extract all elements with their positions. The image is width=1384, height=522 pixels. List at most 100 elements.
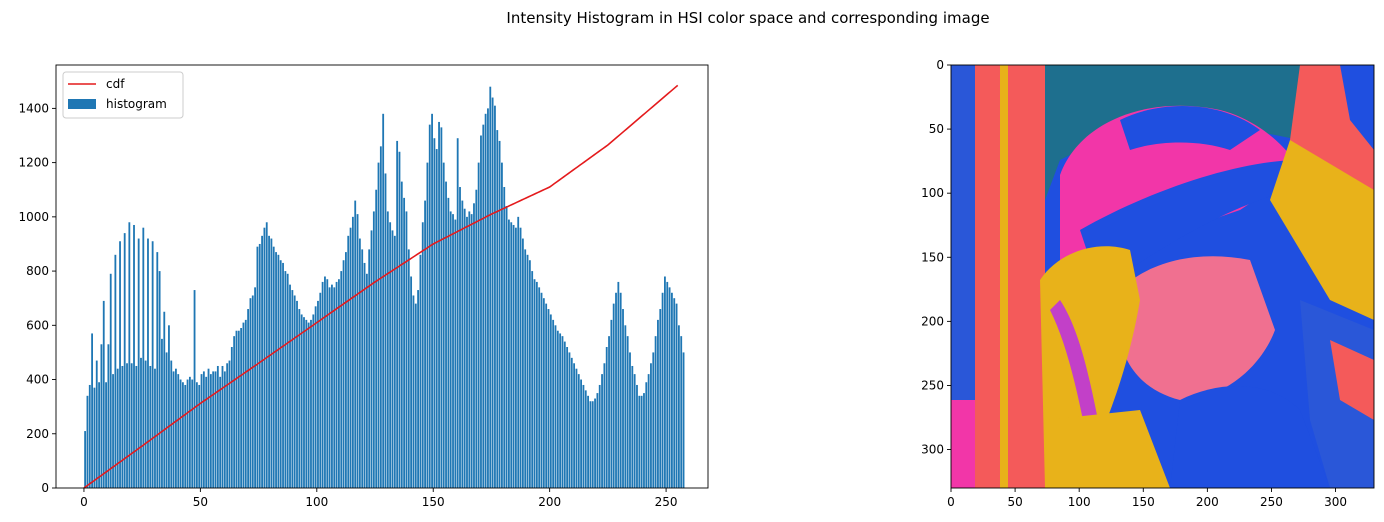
histogram-bar (603, 363, 606, 488)
histogram-bar (638, 395, 641, 488)
image-right-patch (1330, 340, 1374, 420)
histogram-bar (652, 352, 655, 488)
histogram-bar (149, 365, 152, 488)
histogram-bar (156, 252, 159, 488)
histogram-bar (601, 374, 603, 488)
histogram-bar (175, 368, 177, 488)
image-bottom-region (1045, 410, 1170, 488)
histogram-bar (307, 322, 310, 488)
histogram-bar (95, 360, 98, 488)
histogram-bar (130, 363, 133, 488)
histogram-bar (319, 292, 322, 488)
histogram-bar (112, 374, 114, 488)
image-bottom-left-stripe (951, 400, 975, 488)
histogram-bar (584, 390, 587, 488)
figure-suptitle: Intensity Histogram in HSI color space a… (506, 9, 989, 27)
legend-histogram-label: histogram (106, 97, 167, 111)
histogram-bar (617, 281, 620, 488)
histogram-bar (608, 336, 610, 488)
histogram-bar (105, 382, 107, 488)
histogram-bar (524, 249, 527, 488)
histogram-bar (668, 287, 671, 488)
histogram-bar (331, 284, 333, 488)
histogram-bar (633, 374, 636, 488)
histogram-bar (510, 222, 513, 488)
histogram-bar (221, 365, 224, 488)
image-corner-blue (1340, 65, 1374, 150)
histogram-bar (240, 328, 243, 488)
cdf-line (83, 84, 679, 489)
image-x-tick-label: 300 (1324, 495, 1347, 509)
histogram-bar (475, 189, 478, 489)
image-x-tick-label: 0 (947, 495, 955, 509)
histogram-bar (494, 105, 496, 489)
histogram-bar (312, 314, 315, 488)
histogram-bar (512, 224, 515, 489)
histogram-bar (286, 273, 289, 488)
image-y-tick-label: 250 (921, 378, 944, 392)
x-tick-label: 50 (193, 495, 208, 509)
histogram-bar (365, 273, 368, 488)
histogram-bar (303, 317, 305, 488)
legend: cdf histogram (62, 71, 184, 119)
histogram-bar (270, 238, 273, 488)
histogram-bar (289, 284, 291, 488)
image-y-tick-label: 200 (921, 314, 944, 328)
histogram-bar (358, 238, 361, 488)
histogram-bar (587, 395, 589, 488)
histogram-bar (442, 162, 445, 488)
histogram-frame (55, 64, 709, 489)
histogram-bar (547, 309, 550, 488)
histogram-bar (277, 254, 280, 488)
histogram-bar (640, 395, 643, 488)
histogram-bar (440, 127, 443, 489)
histogram-bar (109, 273, 112, 488)
histogram-bar (154, 368, 156, 488)
histogram-bar (212, 371, 215, 488)
histogram-bar (391, 230, 394, 488)
histogram-bar (102, 300, 105, 488)
histogram-bar (223, 371, 226, 488)
image-y-tick-label: 300 (921, 443, 944, 457)
image-shoulder (1170, 386, 1330, 488)
histogram-bar (426, 162, 429, 488)
histogram-bar (230, 347, 233, 488)
histogram-bar (570, 357, 573, 488)
histogram-bar (433, 138, 436, 488)
histogram-bar (163, 311, 166, 488)
image-hat-brim (1080, 160, 1310, 290)
histogram-bar (123, 233, 126, 488)
histogram-bar (144, 360, 147, 488)
histogram-bar (556, 330, 559, 488)
histogram-bar (650, 363, 652, 488)
x-tick-label: 250 (655, 495, 678, 509)
histogram-bar (340, 271, 343, 488)
histogram-bar (275, 252, 277, 488)
y-tick-label: 400 (26, 373, 49, 387)
histogram-bar (463, 208, 466, 488)
histogram-bar (682, 352, 685, 488)
histogram-bar (573, 363, 576, 488)
x-tick-label: 150 (422, 495, 445, 509)
histogram-bar (624, 325, 627, 488)
histogram-bar (128, 222, 131, 488)
histogram-bar (424, 200, 426, 488)
histogram-bar (417, 290, 419, 488)
y-tick-label: 1200 (18, 156, 49, 170)
histogram-bar (605, 347, 608, 488)
histogram-bar (219, 376, 222, 488)
image-x-tick-label: 150 (1132, 495, 1155, 509)
histogram-bar (673, 298, 676, 488)
histogram-bar (356, 214, 359, 488)
histogram-bar (279, 260, 282, 488)
histogram-bar (93, 387, 96, 488)
histogram-bar (333, 287, 336, 488)
histogram-bar (338, 279, 340, 488)
histogram-bar (496, 130, 499, 488)
histogram-bar (538, 287, 541, 488)
histogram-bar (226, 363, 229, 488)
histogram-bar (554, 325, 557, 488)
histogram-bar (389, 222, 392, 488)
histogram-bar (531, 271, 534, 488)
